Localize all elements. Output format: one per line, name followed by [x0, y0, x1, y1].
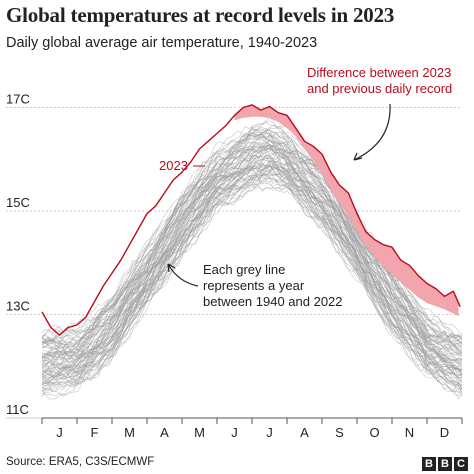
grey-year-line — [41, 150, 463, 374]
x-tick-label: N — [405, 425, 414, 440]
grey-year-line — [41, 143, 463, 362]
grey-year-line — [41, 170, 463, 397]
annotation-difference-bg — [302, 64, 468, 100]
x-tick-label: A — [300, 425, 309, 440]
logo-letter: B — [438, 457, 452, 471]
grey-year-line — [41, 129, 463, 348]
x-tick-label: J — [266, 425, 273, 440]
record-difference-fill — [234, 104, 459, 317]
x-tick-label: M — [194, 425, 205, 440]
y-tick-labels: 11C 13C 15C 17C — [6, 92, 30, 417]
record-2023-series — [41, 104, 461, 336]
grey-year-lines — [41, 117, 463, 400]
grey-year-line — [41, 133, 463, 349]
record-difference-area — [234, 104, 459, 317]
grey-year-line — [41, 178, 463, 397]
annotation-greylines-text: represents a year — [203, 278, 305, 293]
grey-year-line — [41, 144, 463, 363]
y-tick-label: 17C — [6, 92, 30, 107]
x-tick-label: D — [440, 425, 449, 440]
source-note: Source: ERA5, C3S/ECMWF — [6, 456, 155, 468]
x-tick-label: J — [231, 425, 238, 440]
chart-subtitle: Daily global average air temperature, 19… — [6, 35, 318, 51]
annotation-greylines-arrow — [167, 263, 199, 287]
grey-year-line — [41, 164, 463, 378]
x-tick-label: A — [160, 425, 169, 440]
grey-year-line — [41, 154, 463, 373]
logo-letter: C — [454, 457, 468, 471]
grey-year-line — [41, 151, 463, 377]
x-tick-label: M — [124, 425, 135, 440]
grey-year-line — [41, 167, 463, 389]
grey-year-line — [41, 164, 463, 386]
x-tick-label: F — [91, 425, 99, 440]
grey-year-line — [41, 167, 463, 391]
grey-year-line — [41, 182, 463, 400]
annotation-difference-arrow — [353, 103, 391, 161]
bbc-logo: B B C — [422, 457, 468, 471]
y-tick-label: 13C — [6, 299, 30, 314]
chart-title: Global temperatures at record levels in … — [6, 3, 395, 27]
grey-year-line — [41, 125, 463, 347]
x-tick-label: O — [369, 425, 379, 440]
y-tick-label: 15C — [6, 195, 30, 210]
x-tick-label: S — [335, 425, 344, 440]
annotation-difference-text: Difference between 2023 — [307, 65, 451, 80]
grey-year-line — [41, 145, 463, 359]
grey-year-line — [41, 131, 463, 344]
logo-letter: B — [422, 457, 436, 471]
x-tick-label: J — [56, 425, 63, 440]
grey-year-line — [41, 137, 463, 360]
grey-year-line — [41, 158, 463, 378]
y-tick-label: 11C — [6, 402, 29, 417]
grey-year-line — [41, 165, 463, 378]
annotation-difference-text: and previous daily record — [307, 81, 452, 96]
annotation-difference-arrowhead — [353, 152, 363, 161]
annotation-greylines-arrowhead — [167, 263, 176, 273]
grey-year-line — [41, 129, 463, 350]
grey-year-line — [41, 123, 463, 347]
series-line-2023 — [41, 104, 461, 336]
grey-year-line — [41, 161, 463, 379]
grey-year-line — [41, 145, 463, 368]
annotation-2023-label: 2023 — [159, 158, 188, 173]
grey-year-line — [41, 134, 463, 352]
annotation-greylines-text: Each grey line — [203, 262, 285, 277]
grey-year-line — [41, 180, 463, 393]
annotation-greylines-text: between 1940 and 2022 — [203, 294, 343, 309]
